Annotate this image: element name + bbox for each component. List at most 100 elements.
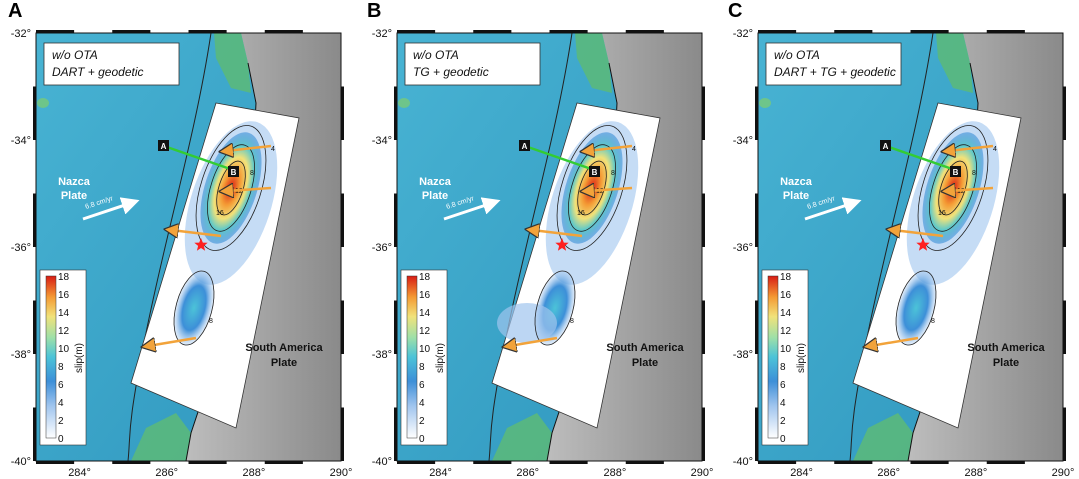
island (398, 98, 410, 108)
frame-tick (986, 461, 1025, 464)
lat-tick-label: -34° (372, 135, 392, 147)
colorbar-tick-label: 0 (419, 434, 425, 445)
colorbar-tick-label: 12 (58, 326, 70, 337)
plate-velocity-arrow (804, 197, 862, 221)
slip-vector-arrow (948, 146, 994, 151)
frame-tick (33, 407, 36, 461)
epicenter-star (916, 238, 930, 251)
slip-vector-arrow (171, 230, 222, 236)
nazca-label-line2: Plate (61, 190, 87, 202)
lat-tick-label: -38° (372, 349, 392, 361)
frame-tick (397, 30, 436, 33)
profile-start-marker (519, 140, 530, 151)
frame-tick (36, 461, 75, 464)
profile-end-marker (589, 166, 600, 177)
lon-tick-label: 290° (330, 467, 353, 479)
model-label-line2: TG + geodetic (413, 65, 489, 79)
frame-tick (910, 461, 949, 464)
colorbar-title: slip(m) (796, 343, 807, 373)
colorbar-gradient (406, 275, 418, 439)
colorbar-tick-label: 14 (419, 308, 431, 319)
colorbar-tick-label: 14 (58, 308, 70, 319)
contour-label: 8 (570, 318, 574, 325)
frame-tick (755, 193, 758, 247)
slip-vector-arrow (509, 336, 558, 346)
colorbar-tick-label: 0 (780, 434, 786, 445)
contour-4 (556, 125, 628, 251)
frame-tick (758, 30, 797, 33)
lon-tick-label: 284° (790, 467, 813, 479)
colorbar-tick-label: 4 (419, 398, 425, 409)
frame-tick (188, 461, 227, 464)
frame-tick (986, 30, 1025, 33)
profile-start-label: A (522, 142, 528, 151)
colorbar-tick-label: 6 (780, 380, 786, 391)
shelf-south (131, 413, 191, 461)
slip-south-patch (896, 271, 936, 345)
lon-tick-label: 290° (691, 467, 714, 479)
colorbar-tick-label: 10 (780, 344, 792, 355)
contour-label: 8 (209, 318, 213, 325)
contour-label: 12 (235, 188, 243, 195)
sa-label-line1: South America (967, 342, 1045, 354)
frame-tick (33, 86, 36, 140)
nazca-label-line1: Nazca (419, 176, 452, 188)
lat-tick-label: -34° (11, 135, 31, 147)
lon-tick-label: 286° (516, 467, 539, 479)
frame-tick (473, 30, 512, 33)
contour-8 (568, 144, 616, 232)
slip-vector-arrow (226, 188, 272, 191)
frame-tick (394, 300, 397, 354)
slip-vector-arrow (532, 230, 583, 236)
slip-vector-arrow (587, 188, 633, 191)
contour-label: 4 (632, 146, 636, 153)
contour-label: 8 (972, 170, 976, 177)
slip-vector-arrow (948, 188, 994, 191)
lat-tick-label: -34° (733, 135, 753, 147)
contour-label: 8 (611, 170, 615, 177)
slip-west-patch (497, 303, 557, 343)
frame-tick (112, 461, 151, 464)
contour-label: 12 (957, 188, 965, 195)
frame-tick (834, 30, 873, 33)
lat-tick-label: -36° (11, 242, 31, 254)
contour-label: 16 (216, 210, 224, 217)
frame-tick (397, 461, 436, 464)
coastal-shelf (575, 33, 612, 93)
nazca-label-line2: Plate (783, 190, 809, 202)
colorbar-title: slip(m) (435, 343, 446, 373)
sa-label-line1: South America (245, 342, 323, 354)
frame-tick (702, 407, 705, 461)
frame-tick (549, 461, 588, 464)
contour-label: 16 (938, 210, 946, 217)
contour-label: 8 (931, 318, 935, 325)
lon-tick-label: 286° (155, 467, 178, 479)
trench-line (488, 32, 573, 462)
colorbar-tick-label: 6 (419, 380, 425, 391)
profile-line (885, 144, 959, 173)
frame-tick (755, 300, 758, 354)
colorbar-tick-label: 8 (58, 362, 64, 373)
colorbar-tick-label: 16 (58, 290, 70, 301)
frame-tick (33, 300, 36, 354)
slip-vector-arrow (148, 336, 197, 346)
frame-tick (341, 86, 344, 140)
frame-tick (1063, 300, 1066, 354)
colorbar-tick-label: 2 (58, 416, 64, 427)
model-label-line1: w/o OTA (413, 48, 459, 62)
profile-end-label: B (231, 168, 237, 177)
frame-tick (549, 30, 588, 33)
frame-tick (755, 407, 758, 461)
frame-tick (625, 461, 664, 464)
lat-tick-label: -32° (372, 28, 392, 40)
trench-line (849, 32, 934, 462)
frame-tick (755, 86, 758, 140)
epicenter-star (194, 238, 208, 251)
lon-tick-label: 288° (242, 467, 265, 479)
lat-tick-label: -40° (733, 456, 753, 468)
colorbar-tick-label: 16 (419, 290, 431, 301)
model-label-box (43, 42, 180, 86)
